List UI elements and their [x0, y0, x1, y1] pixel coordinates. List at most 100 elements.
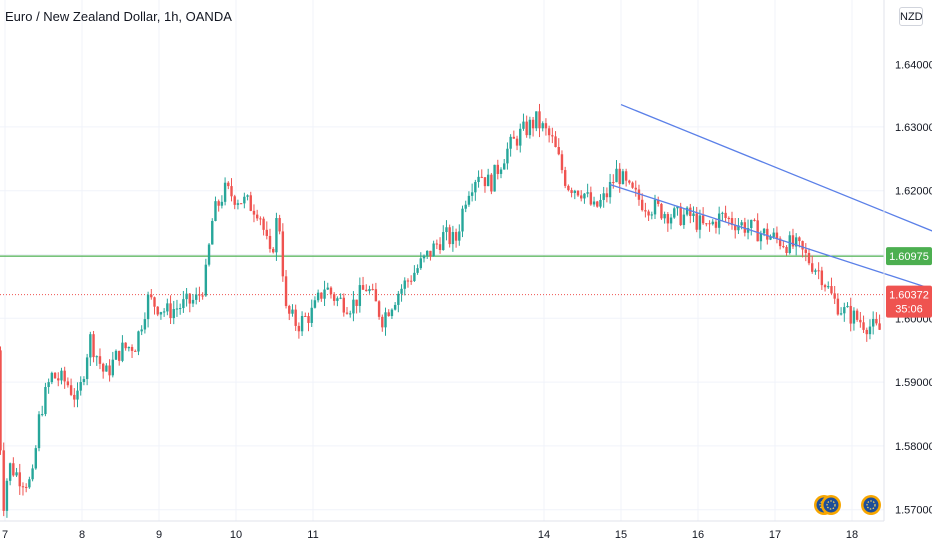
candle-down: [567, 185, 570, 191]
candle-down: [859, 319, 862, 323]
candle-up: [28, 479, 31, 488]
candle-down: [130, 346, 134, 351]
candle-down: [304, 315, 307, 317]
candle-up: [166, 303, 169, 312]
candle-down: [570, 190, 573, 193]
candle-up: [336, 298, 339, 301]
candle-up: [76, 390, 79, 400]
icon-stars: [826, 500, 836, 510]
candle-down: [647, 211, 650, 216]
candle-up: [416, 268, 419, 273]
candle-down: [823, 285, 827, 288]
candle-up: [535, 111, 538, 129]
candle-down: [624, 171, 628, 181]
candle-up: [358, 285, 362, 306]
candle-down: [92, 334, 95, 358]
candle-up: [467, 195, 471, 205]
candle-up: [127, 346, 131, 349]
candle-down: [778, 238, 782, 247]
candle-up: [275, 218, 278, 253]
candle-down: [878, 323, 881, 330]
candle-down: [118, 350, 121, 361]
x-tick-label: 8: [79, 529, 85, 541]
candle-up: [746, 228, 750, 233]
candle-up: [458, 231, 461, 241]
x-tick-label: 7: [2, 529, 8, 541]
candle-down: [268, 235, 272, 249]
icon-stars: [866, 500, 876, 510]
candle-up: [5, 480, 9, 511]
candle-down: [230, 186, 233, 197]
candle-up: [191, 299, 195, 304]
candle-up: [602, 193, 605, 200]
candle-up: [352, 299, 355, 314]
candle-up: [486, 174, 490, 187]
candle-up: [759, 233, 763, 242]
candle-up: [243, 196, 246, 204]
candle-down: [198, 294, 201, 296]
candle-up: [143, 319, 147, 330]
candle-down: [576, 190, 580, 196]
candle-up: [185, 293, 188, 300]
candle-down: [708, 223, 711, 225]
candle-down: [448, 227, 451, 245]
candle-up: [740, 222, 743, 226]
candles: [0, 103, 881, 518]
candle-down: [98, 356, 102, 364]
y-tick-label: 1.63000: [895, 122, 932, 134]
candle-down: [775, 232, 779, 239]
candle-down: [496, 164, 499, 174]
candle-up: [583, 193, 586, 199]
candle-up: [326, 287, 329, 290]
candle-down: [734, 224, 737, 231]
candle-up: [339, 297, 342, 299]
candle-down: [329, 287, 333, 295]
candle-down: [525, 121, 528, 136]
price-levels: [0, 255, 884, 296]
candle-down: [791, 235, 795, 247]
y-tick-label: 1.59000: [895, 377, 932, 389]
currency-button[interactable]: NZD: [899, 7, 923, 26]
drawings[interactable]: Target: [609, 103, 932, 341]
candle-down: [589, 192, 593, 205]
candle-up: [827, 286, 830, 288]
candle-up: [114, 350, 118, 360]
candle-up: [400, 288, 403, 294]
candle-up: [762, 228, 766, 234]
candle-down: [679, 206, 682, 226]
event-icons[interactable]: [814, 495, 881, 515]
candle-down: [531, 119, 535, 129]
candle-up: [31, 468, 34, 480]
candle-up: [464, 204, 467, 209]
candle-down: [150, 294, 153, 298]
economic-event-icon[interactable]: [821, 495, 841, 515]
economic-event-icon[interactable]: [861, 495, 881, 515]
x-tick-label: 9: [156, 529, 162, 541]
candle-down: [435, 243, 439, 245]
y-tick-label: 1.64000: [895, 59, 932, 71]
candle-up: [871, 318, 875, 327]
candle-down: [153, 297, 156, 307]
candle-up: [769, 236, 772, 240]
candle-down: [265, 229, 268, 236]
candle-down: [134, 350, 137, 352]
candle-up: [413, 272, 416, 282]
candle-up: [8, 463, 12, 481]
candle-up: [445, 227, 448, 233]
candle-up: [162, 311, 166, 313]
candle-up: [772, 232, 775, 237]
candle-up: [422, 255, 426, 259]
candle-up: [669, 217, 673, 224]
candle-up: [34, 448, 37, 469]
candle-up: [442, 232, 445, 251]
x-tick-label: 10: [230, 529, 242, 541]
candle-down: [830, 286, 833, 294]
candle-up: [207, 244, 211, 265]
candle-down: [201, 295, 204, 297]
candle-up: [175, 308, 179, 310]
candle-up: [300, 315, 304, 332]
resistance-price-tag: [886, 247, 932, 266]
candle-down: [618, 168, 621, 185]
